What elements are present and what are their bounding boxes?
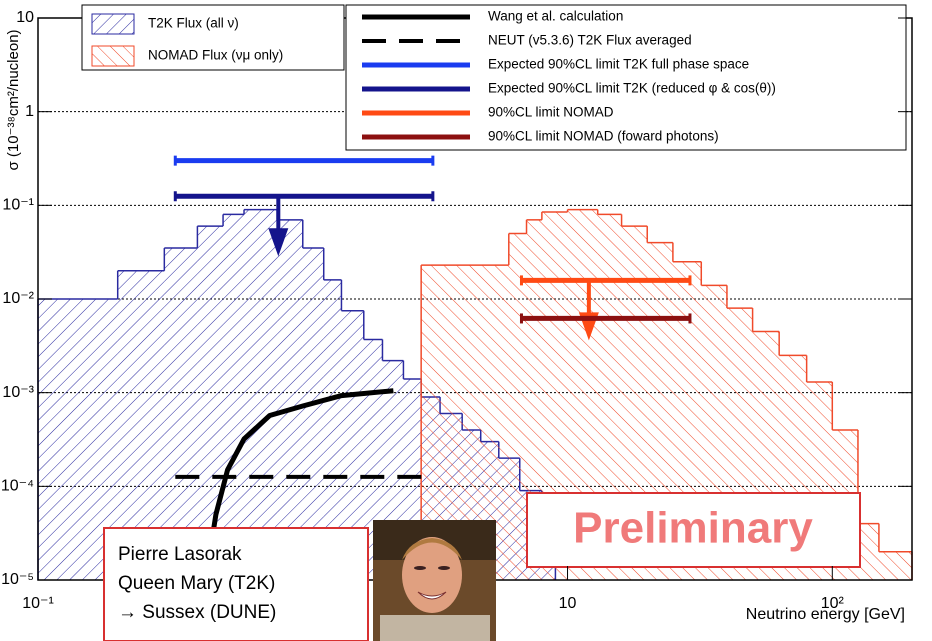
flux-bin xyxy=(302,248,324,581)
legend-label: NEUT (v5.3.6) T2K Flux averaged xyxy=(488,33,692,48)
legend-swatch xyxy=(91,13,135,35)
flux-bin xyxy=(597,214,622,580)
flux-bin xyxy=(363,339,383,580)
limit-line xyxy=(203,388,394,581)
legend-label: 90%CL limit NOMAD xyxy=(488,105,614,120)
author-line: Queen Mary (T2K) xyxy=(118,573,275,594)
watermark: Preliminary xyxy=(573,504,813,553)
flux-bin xyxy=(223,214,245,580)
flux-bin xyxy=(341,310,364,580)
y-tick-label: 10⁻³ xyxy=(2,384,34,401)
legend-swatch xyxy=(91,45,135,67)
x-axis-label: Neutrino energy [GeV] xyxy=(746,606,905,623)
author-line: → Sussex (DUNE) xyxy=(118,602,276,623)
flux-bin xyxy=(277,219,303,581)
legend-label: 90%CL limit NOMAD (foward photons) xyxy=(488,129,719,144)
flux-bin xyxy=(164,248,198,581)
y-tick-label: 10 xyxy=(16,9,34,26)
x-tick-label: 10 xyxy=(559,595,577,612)
flux-bin xyxy=(244,209,278,581)
y-tick-label: 10⁻¹ xyxy=(2,197,34,214)
y-axis-label: σ (10⁻³⁸cm²/nucleon) xyxy=(5,29,22,170)
legend-label: Wang et al. calculation xyxy=(488,9,623,24)
y-tick-label: 1 xyxy=(25,103,34,120)
flux-bin xyxy=(857,523,879,580)
y-tick-label: 10⁻⁴ xyxy=(1,478,34,495)
flux-bin xyxy=(878,551,912,580)
overlays: Preliminary Pierre Lasorak Queen Mary (T… xyxy=(103,492,861,641)
legends: T2K Flux (all ν) NOMAD Flux (νμ only) Wang… xyxy=(81,4,907,151)
legend-box xyxy=(345,4,907,151)
x-tick-label: 10² xyxy=(821,595,845,612)
limit-arrow-head xyxy=(268,228,289,257)
y-tick-label: 10⁻² xyxy=(2,290,34,307)
author-line: Pierre Lasorak xyxy=(118,544,242,565)
legend-label: Expected 90%CL limit T2K full phase spac… xyxy=(488,57,749,72)
author-photo xyxy=(373,520,496,641)
flux-bin xyxy=(508,233,527,580)
legend-label: T2K Flux (all ν) xyxy=(148,16,239,31)
flux-bin xyxy=(197,226,224,580)
flux-bin xyxy=(526,219,542,581)
flux-bin xyxy=(323,279,342,580)
y-tick-label: 10⁻⁵ xyxy=(1,571,34,588)
author-box xyxy=(103,527,369,641)
legend-label: NOMAD Flux (νμ only) xyxy=(148,48,283,63)
legend-label: Expected 90%CL limit T2K (reduced φ & co… xyxy=(488,81,776,96)
watermark-box xyxy=(526,492,861,568)
x-tick-label: 10⁻¹ xyxy=(22,595,54,612)
